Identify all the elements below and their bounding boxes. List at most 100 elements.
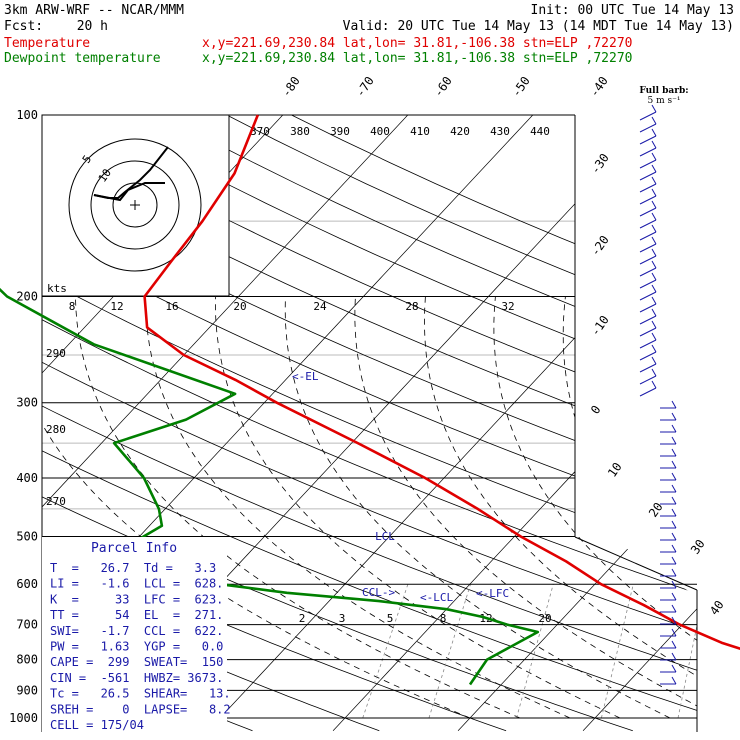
dry-adiabat-120	[161, 115, 575, 537]
hodograph-trace-lower	[93, 182, 165, 202]
isotherm-label--30: -30	[588, 151, 612, 177]
isotherm-label-0: 0	[588, 403, 604, 417]
barb-flag	[651, 332, 657, 341]
barb-shaft	[639, 183, 657, 193]
moist-adiabat-0	[42, 537, 471, 719]
isotherm-label-20: 20	[646, 500, 666, 520]
dry-adiabat-100	[42, 115, 575, 537]
dry-adiabat-140	[291, 115, 575, 537]
moist-adiabat-1	[75, 296, 521, 537]
mixing-label-8: 8	[440, 612, 447, 625]
thetae-label-420: 420	[450, 125, 470, 138]
moist-adiabat-6	[423, 537, 697, 719]
barb-flag	[671, 676, 677, 685]
barb-shaft	[639, 363, 657, 373]
barb-flag	[651, 140, 657, 149]
hodo-units: kts	[47, 282, 67, 295]
isotherm--20	[207, 537, 697, 732]
barb-flag	[671, 508, 677, 517]
isotherm-label--10: -10	[588, 313, 612, 339]
barb-shaft	[639, 375, 657, 385]
legend-temperature: Temperature	[4, 36, 90, 51]
moist-adiabat-6	[423, 296, 575, 537]
lfc-marker: <-LFC	[476, 587, 509, 600]
lcl-marker: LCL	[375, 530, 395, 543]
barb-flag	[671, 472, 677, 481]
dry-adiabat-20	[42, 537, 697, 732]
mixing-ratio-12	[677, 584, 697, 719]
barb-flag	[651, 212, 657, 221]
moist-adiabat-5	[354, 537, 697, 719]
thetae-label-400: 400	[370, 125, 390, 138]
barb-shaft	[639, 303, 657, 313]
moist-adiabat-5	[354, 296, 575, 537]
barb-shaft	[639, 279, 657, 289]
thetae-label-370: 370	[250, 125, 270, 138]
isotherm-label--20: -20	[588, 233, 612, 259]
barb-legend-title: Full barb:	[639, 86, 688, 96]
moist-adiabat-7	[493, 296, 575, 537]
barb-flag	[671, 556, 677, 565]
pressure-label-200: 200	[16, 290, 38, 304]
hodo-speed-12: 12	[110, 300, 123, 313]
hodo-speed-32: 32	[501, 300, 514, 313]
moist-adiabat-4	[284, 537, 671, 719]
dry-adiabat-130	[226, 115, 575, 537]
dry-adiabat-90	[42, 115, 575, 537]
parcel-info-title: Parcel Info	[91, 541, 177, 556]
hodo-speed-16: 16	[165, 300, 178, 313]
thetae-label-390: 390	[330, 125, 350, 138]
isotherm-20	[708, 102, 740, 731]
pressure-label-900: 900	[16, 683, 38, 697]
isotherm-label-30: 30	[688, 537, 708, 557]
thetae-label-440: 440	[530, 125, 550, 138]
hodo-ring-label-10: 10	[96, 166, 114, 184]
barb-flag	[651, 248, 657, 257]
barb-shaft	[639, 351, 657, 361]
isotherm--10	[332, 115, 575, 537]
hodo-speed-20: 20	[233, 300, 246, 313]
mixing-label-20: 20	[538, 612, 551, 625]
barb-flag	[651, 104, 657, 113]
parcel-info-bg	[42, 537, 227, 732]
pressure-label-500: 500	[16, 529, 38, 543]
isotherm-label--50: -50	[509, 74, 533, 100]
moist-adiabat-7	[493, 537, 697, 719]
pressure-label-600: 600	[16, 577, 38, 591]
barb-flag	[651, 368, 657, 377]
barb-shaft	[639, 207, 657, 217]
pressure-label-100: 100	[16, 108, 38, 122]
mixing-label-3: 3	[339, 612, 346, 625]
barb-flag	[651, 260, 657, 269]
parcel-row: TT = 54 EL = 271.	[50, 608, 223, 622]
valid-time: Valid: 20 UTC Tue 14 May 13 (14 MDT Tue …	[343, 19, 734, 34]
location-temp: x,y=221.69,230.84 lat,lon= 31.81,-106.38…	[202, 36, 632, 51]
dry-adiabat-50	[42, 115, 575, 537]
isotherm--20	[207, 115, 575, 537]
parcel-row: CELL = 175/04	[50, 718, 144, 732]
parcel-row: PW = 1.63 YGP = 0.0	[50, 640, 223, 654]
isotherm--40	[42, 115, 546, 537]
isotherm--10	[332, 537, 697, 732]
barb-flag	[651, 176, 657, 185]
init-time: Init: 00 UTC Tue 14 May 13	[531, 3, 735, 18]
hodo-speed-28: 28	[405, 300, 418, 313]
dry-adiabat-130	[226, 537, 697, 732]
thetae-label-380: 380	[290, 125, 310, 138]
parcel-row: CAPE = 299 SWEAT= 150	[50, 655, 223, 669]
barb-flag	[671, 400, 677, 409]
isotherm-20	[708, 102, 740, 731]
barb-flag	[651, 344, 657, 353]
location-dew: x,y=221.69,230.84 lat,lon= 31.81,-106.38…	[202, 51, 632, 66]
barb-flag	[651, 188, 657, 197]
barb-flag	[671, 448, 677, 457]
hodo-speed-8: 8	[69, 300, 76, 313]
dry-adiabat-120	[161, 537, 697, 732]
barb-flag	[651, 224, 657, 233]
isotherm--30	[82, 115, 575, 537]
barb-flag	[671, 616, 677, 625]
barb-shaft	[639, 267, 657, 277]
